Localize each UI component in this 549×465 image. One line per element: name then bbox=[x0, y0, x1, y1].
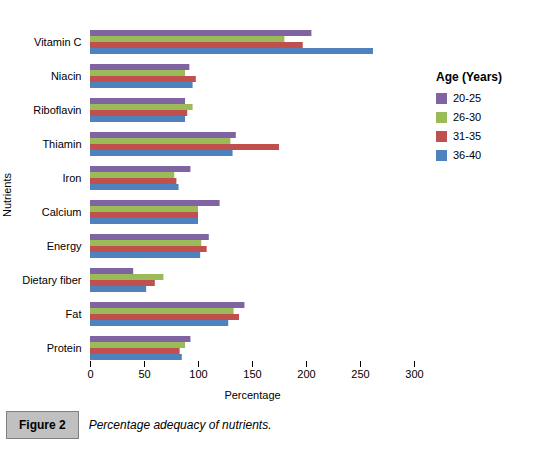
html-text:Age (Years): Age (Years) bbox=[436, 70, 502, 84]
html-text:36-40: 36-40 bbox=[453, 149, 482, 161]
svg-text:Percentage: Percentage bbox=[224, 389, 280, 401]
svg-text:150: 150 bbox=[243, 368, 261, 380]
svg-text:250: 250 bbox=[351, 368, 369, 380]
svg-text:300: 300 bbox=[405, 368, 423, 380]
svg-text:Niacin: Niacin bbox=[51, 70, 82, 82]
svg-text:50: 50 bbox=[138, 368, 150, 380]
svg-text:0: 0 bbox=[87, 368, 93, 380]
html-text:20-25: 20-25 bbox=[453, 92, 482, 104]
svg-text:Nutrients: Nutrients bbox=[1, 172, 13, 217]
html-text:31-35: 31-35 bbox=[453, 130, 482, 142]
html-text:Percentage adequacy of nutrien: Percentage adequacy of nutrients. bbox=[88, 418, 272, 432]
svg-text:200: 200 bbox=[297, 368, 315, 380]
html-text:26-30: 26-30 bbox=[453, 111, 482, 123]
html-text:Figure 2: Figure 2 bbox=[19, 418, 66, 432]
svg-text:Thiamin: Thiamin bbox=[42, 138, 81, 150]
svg-text:Calcium: Calcium bbox=[42, 206, 82, 218]
svg-text:Iron: Iron bbox=[63, 172, 82, 184]
svg-text:Fat: Fat bbox=[66, 308, 82, 320]
svg-text:Vitamin C: Vitamin C bbox=[34, 36, 82, 48]
svg-text:100: 100 bbox=[189, 368, 207, 380]
svg-text:Dietary fiber: Dietary fiber bbox=[22, 274, 82, 286]
svg-text:Protein: Protein bbox=[47, 342, 82, 354]
svg-text:Riboflavin: Riboflavin bbox=[33, 104, 81, 116]
svg-text:Energy: Energy bbox=[47, 240, 82, 252]
